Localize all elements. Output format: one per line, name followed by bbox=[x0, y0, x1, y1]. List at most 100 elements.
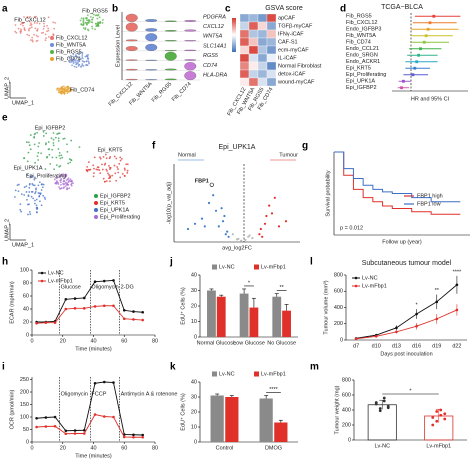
x-tick-label: 0 bbox=[30, 338, 33, 344]
gene-label: WNT5A bbox=[203, 34, 223, 40]
gene-point bbox=[227, 235, 230, 238]
y-tick-label: 0 bbox=[194, 439, 197, 445]
cell-dot bbox=[19, 32, 22, 34]
cell-dot bbox=[76, 59, 79, 62]
series-point bbox=[93, 381, 97, 385]
series-point bbox=[132, 435, 135, 439]
cell-dot bbox=[28, 211, 31, 213]
row-label: CAF-S1 bbox=[278, 39, 298, 45]
legend-label: Lv-NC bbox=[219, 264, 235, 270]
series-line bbox=[36, 305, 143, 324]
heat-cell bbox=[257, 45, 268, 55]
cell-dot bbox=[29, 24, 32, 27]
x-tick-label: 20 bbox=[60, 338, 66, 344]
cell-dot bbox=[55, 164, 58, 166]
x-tick-label: d16 bbox=[412, 343, 421, 349]
cell-dot bbox=[99, 22, 102, 25]
hr-point bbox=[400, 86, 403, 90]
x-tick-label: 80 bbox=[152, 338, 158, 344]
cell-dot bbox=[61, 156, 64, 159]
cell-dot bbox=[73, 58, 76, 60]
cell-dot bbox=[36, 211, 38, 214]
cell-dot bbox=[31, 40, 34, 43]
cell-dot bbox=[92, 16, 95, 19]
series-point bbox=[102, 304, 106, 308]
cell-dot bbox=[68, 56, 71, 59]
cell-dot bbox=[45, 142, 47, 145]
cell-dot bbox=[40, 189, 43, 191]
y-axis-label: ECAR (mpH/min) bbox=[9, 281, 15, 324]
cell-dot bbox=[52, 132, 55, 134]
gene-point bbox=[231, 233, 234, 236]
cell-dot bbox=[91, 18, 94, 21]
cell-dot bbox=[33, 133, 36, 136]
cell-dot bbox=[55, 182, 58, 185]
cell-dot bbox=[40, 204, 43, 207]
cell-dot bbox=[35, 198, 38, 201]
cell-dot bbox=[22, 21, 25, 24]
panel-letter: f bbox=[152, 141, 156, 152]
cell-dot bbox=[101, 21, 104, 24]
cell-dot bbox=[126, 171, 129, 174]
legend-label: Epi_UPK1A bbox=[100, 207, 129, 213]
cell-dot bbox=[47, 141, 50, 143]
cell-dot bbox=[39, 200, 41, 203]
cell-dot bbox=[116, 166, 119, 168]
cell-dot bbox=[91, 12, 94, 15]
y-tick-label: 800 bbox=[334, 272, 343, 278]
legend-label: Epi_KRT5 bbox=[100, 200, 125, 206]
cell-dot bbox=[68, 90, 71, 93]
gene-point bbox=[214, 209, 218, 212]
row-label: Normal Fibroblast bbox=[278, 63, 322, 69]
cell-dot bbox=[63, 89, 66, 91]
cell-dot bbox=[74, 61, 77, 64]
series-point bbox=[415, 324, 418, 328]
cell-dot bbox=[69, 90, 72, 92]
cell-dot bbox=[62, 183, 65, 186]
legend-swatch bbox=[50, 50, 54, 54]
data-point bbox=[431, 416, 435, 419]
cell-dot bbox=[36, 29, 38, 32]
x-tick-label: 0 bbox=[30, 445, 33, 451]
cell-dot bbox=[95, 22, 97, 25]
cell-dot bbox=[126, 169, 129, 172]
bar bbox=[216, 296, 226, 337]
heat-cell bbox=[239, 29, 250, 39]
gene-point bbox=[261, 235, 264, 238]
cell-dot bbox=[63, 186, 66, 189]
cell-dot bbox=[37, 192, 40, 194]
cell-dot bbox=[52, 144, 55, 147]
cell-dot bbox=[118, 162, 121, 165]
cell-dot bbox=[32, 184, 35, 187]
gene-point bbox=[207, 201, 211, 205]
cell-dot bbox=[29, 22, 32, 24]
chart-title: GSVA score bbox=[265, 5, 303, 12]
cell-dot bbox=[70, 183, 73, 186]
heat-cell bbox=[248, 53, 259, 63]
cell-dot bbox=[27, 141, 30, 144]
cell-dot bbox=[57, 137, 60, 140]
cell-dot bbox=[46, 30, 48, 33]
row-label: Fib_CD74 bbox=[346, 40, 371, 46]
cell-dot bbox=[60, 174, 62, 177]
cell-dot bbox=[62, 91, 65, 94]
cell-dot bbox=[34, 161, 37, 164]
cell-dot bbox=[33, 15, 36, 18]
cell-dot bbox=[28, 203, 30, 206]
y-tick-label: 0 bbox=[348, 437, 351, 443]
highlight-point bbox=[209, 182, 214, 187]
row-label: Endo_ACKR1 bbox=[346, 59, 380, 65]
bar bbox=[210, 395, 224, 442]
cell-dot bbox=[63, 90, 66, 93]
heat-cell bbox=[266, 13, 277, 23]
series-point bbox=[73, 432, 77, 435]
panel-letter: c bbox=[225, 4, 231, 15]
legend-swatch bbox=[40, 271, 44, 275]
cell-dot bbox=[66, 150, 69, 153]
cell-dot bbox=[44, 39, 47, 42]
violin bbox=[125, 68, 138, 71]
data-point bbox=[378, 407, 382, 410]
cell-dot bbox=[34, 176, 36, 179]
cell-dot bbox=[86, 28, 89, 31]
